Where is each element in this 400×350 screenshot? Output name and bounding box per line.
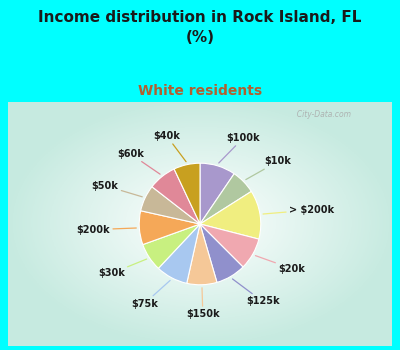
Text: $30k: $30k: [98, 259, 147, 278]
Wedge shape: [158, 224, 200, 284]
Wedge shape: [143, 224, 200, 268]
Text: $10k: $10k: [246, 156, 292, 180]
Text: > $200k: > $200k: [263, 205, 334, 215]
Text: $75k: $75k: [131, 280, 170, 308]
Text: $100k: $100k: [219, 133, 260, 163]
Text: $50k: $50k: [92, 181, 142, 197]
Text: City-Data.com: City-Data.com: [292, 110, 351, 119]
Wedge shape: [187, 224, 217, 285]
Text: $125k: $125k: [232, 279, 280, 307]
Wedge shape: [139, 211, 200, 245]
Wedge shape: [200, 224, 259, 267]
Wedge shape: [200, 163, 234, 224]
Wedge shape: [141, 187, 200, 224]
Text: Income distribution in Rock Island, FL
(%): Income distribution in Rock Island, FL (…: [38, 10, 362, 45]
Text: $200k: $200k: [76, 225, 136, 235]
Text: $60k: $60k: [117, 149, 160, 174]
Wedge shape: [174, 163, 200, 224]
Wedge shape: [152, 169, 200, 224]
Text: $20k: $20k: [256, 256, 305, 274]
Text: $150k: $150k: [186, 288, 220, 319]
Wedge shape: [200, 224, 243, 282]
Text: $40k: $40k: [154, 131, 186, 162]
Text: White residents: White residents: [138, 84, 262, 98]
Wedge shape: [200, 174, 251, 224]
Wedge shape: [200, 191, 261, 239]
